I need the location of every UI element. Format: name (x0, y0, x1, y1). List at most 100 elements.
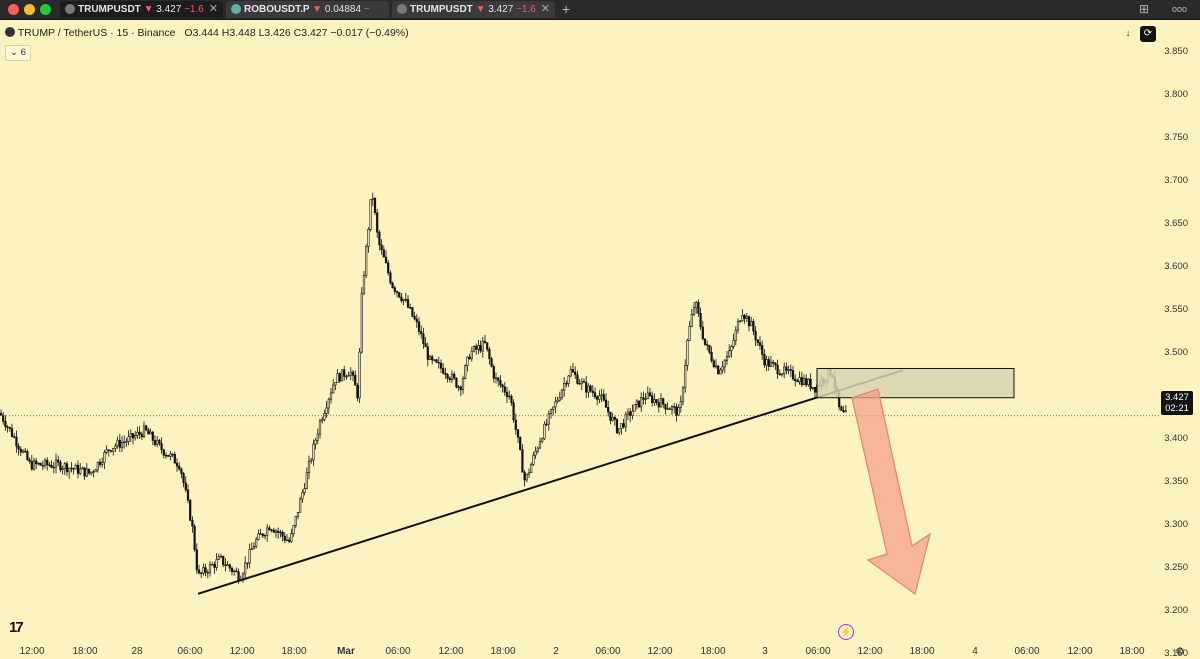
candle-body (142, 425, 146, 438)
candle-body (136, 431, 139, 436)
price-tick-label: 3.350 (1164, 476, 1188, 487)
candle-body (721, 366, 724, 371)
candle-body (237, 571, 240, 581)
candle-body (813, 386, 817, 393)
price-tick-label: 3.700 (1164, 175, 1188, 186)
candle-body (167, 455, 170, 457)
candle-body (65, 463, 69, 473)
candle-body (105, 449, 108, 453)
candle-body (640, 397, 643, 408)
time-tick-label: 12:00 (1067, 646, 1093, 657)
chevron-down-icon: ⌄ (10, 47, 18, 58)
candle-body (2, 414, 5, 422)
indicators-toggle[interactable]: ⌄ 6 (5, 45, 31, 61)
candle-body (382, 249, 385, 258)
candle-body (576, 374, 579, 384)
candle-body (505, 391, 509, 397)
layout-icon[interactable]: ⊞ (1139, 2, 1150, 16)
candle-body (129, 433, 132, 437)
scroll-down-arrow-icon[interactable]: ↓ (1125, 28, 1131, 39)
supply-zone-rectangle[interactable] (816, 367, 1015, 399)
candle-body (508, 395, 511, 398)
sync-icon[interactable]: ⟳ (1140, 26, 1156, 42)
down-arrow-annotation[interactable] (851, 388, 931, 596)
candle-body (10, 428, 14, 437)
candle-body (769, 361, 773, 367)
candle-body (32, 460, 36, 470)
candle-body (164, 454, 168, 457)
tab-change: −1.6 (184, 4, 204, 15)
candle-body (118, 439, 121, 448)
candle-body (591, 390, 594, 393)
candle-body (805, 378, 808, 386)
candle-body (134, 435, 137, 439)
candle-body (684, 365, 687, 389)
candle-body (752, 321, 755, 332)
candle-body (626, 411, 630, 415)
price-chart[interactable] (0, 20, 1200, 659)
close-window-button[interactable] (8, 4, 19, 15)
time-tick-label: 4 (972, 646, 978, 657)
candle-body (279, 531, 282, 534)
trendline[interactable] (197, 369, 904, 595)
more-menu-button[interactable]: ooo (1172, 4, 1188, 14)
candle-body (343, 369, 346, 377)
time-tick-label: 18:00 (1119, 646, 1145, 657)
candle-body (802, 378, 806, 386)
candle-body (140, 433, 143, 438)
candle-body (433, 359, 436, 361)
candle-body (479, 345, 482, 352)
tab-robousdt[interactable]: ROBOUSDT.P ▼ 0.04884 − (226, 1, 389, 18)
close-tab-icon[interactable]: ✕ (540, 3, 550, 15)
tradingview-logo[interactable]: 17 (9, 619, 24, 636)
candle-body (17, 445, 20, 450)
change-value: −0.017 (−0.49%) (330, 27, 409, 39)
zoom-window-button[interactable] (40, 4, 51, 15)
candle-body (763, 354, 766, 366)
candle-body (233, 570, 236, 572)
candle-body (351, 371, 355, 376)
lightning-icon[interactable]: ⚡ (838, 624, 854, 640)
candle-body (305, 472, 308, 489)
candle-body (24, 450, 27, 453)
tab-trumpusdt-2[interactable]: TRUMPUSDT ▼ 3.427 −1.6 ✕ (392, 1, 555, 18)
candle-body (629, 411, 632, 416)
symbol-line[interactable]: TRUMP / TetherUS · 15 · Binance (17, 27, 176, 39)
settings-gear-icon[interactable]: ⚙ (1175, 646, 1185, 658)
tab-trumpusdt-1[interactable]: TRUMPUSDT ▼ 3.427 −1.6 ✕ (60, 1, 223, 18)
last-price-badge: 3.427 02:21 (1161, 391, 1193, 415)
candle-body (435, 359, 438, 363)
candle-body (4, 421, 7, 428)
candle-body (767, 359, 770, 367)
candle-body (294, 515, 297, 526)
candle-body (611, 416, 614, 421)
candle-body (107, 449, 110, 451)
candle-body (578, 383, 581, 385)
candle-body (74, 464, 77, 470)
candle-body (373, 198, 377, 214)
candle-body (316, 433, 319, 441)
candle-body (59, 461, 62, 471)
candle-body (310, 459, 313, 462)
candle-body (633, 404, 636, 412)
candle-body (52, 466, 55, 469)
time-tick-label: 12:00 (19, 646, 45, 657)
candle-body (563, 383, 566, 391)
candle-body (109, 450, 113, 452)
candle-body (193, 525, 196, 550)
new-tab-button[interactable]: + (562, 1, 571, 17)
close-tab-icon[interactable]: ✕ (208, 3, 218, 15)
candle-body (437, 361, 440, 364)
tab-price: 3.427 (488, 4, 514, 15)
candle-body (96, 461, 99, 471)
candle-body (246, 562, 249, 565)
candle-body (153, 440, 157, 445)
down-arrow-icon: ▼ (475, 4, 486, 15)
candle-body (512, 402, 515, 421)
candle-body (593, 392, 597, 398)
minimize-window-button[interactable] (24, 4, 35, 15)
candle-body (85, 468, 88, 477)
candle-body (259, 533, 262, 535)
candle-body (574, 371, 577, 376)
candle-body (340, 369, 344, 382)
